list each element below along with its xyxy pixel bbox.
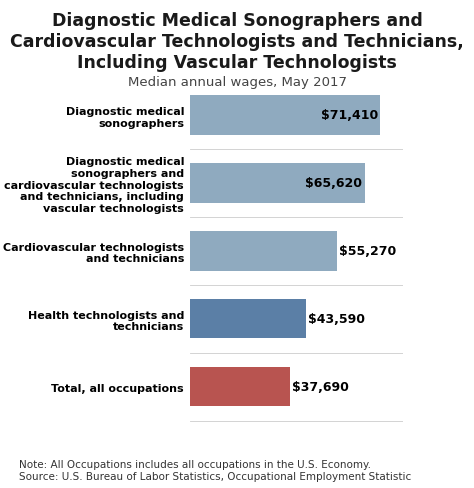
Text: $55,270: $55,270 <box>339 245 396 258</box>
Bar <box>190 164 365 203</box>
Bar <box>190 300 306 339</box>
Text: $43,590: $43,590 <box>308 313 365 325</box>
Text: Diagnostic Medical Sonographers and
Cardiovascular Technologists and Technicians: Diagnostic Medical Sonographers and Card… <box>10 12 464 72</box>
Bar <box>190 96 380 135</box>
Text: Note: All Occupations includes all occupations in the U.S. Economy.
Source: U.S.: Note: All Occupations includes all occup… <box>19 459 411 481</box>
Text: Median annual wages, May 2017: Median annual wages, May 2017 <box>128 76 346 89</box>
Bar <box>190 367 290 407</box>
Text: $65,620: $65,620 <box>305 177 363 190</box>
Text: $37,690: $37,690 <box>292 381 349 393</box>
Text: $71,410: $71,410 <box>320 109 378 122</box>
Bar <box>190 232 337 271</box>
